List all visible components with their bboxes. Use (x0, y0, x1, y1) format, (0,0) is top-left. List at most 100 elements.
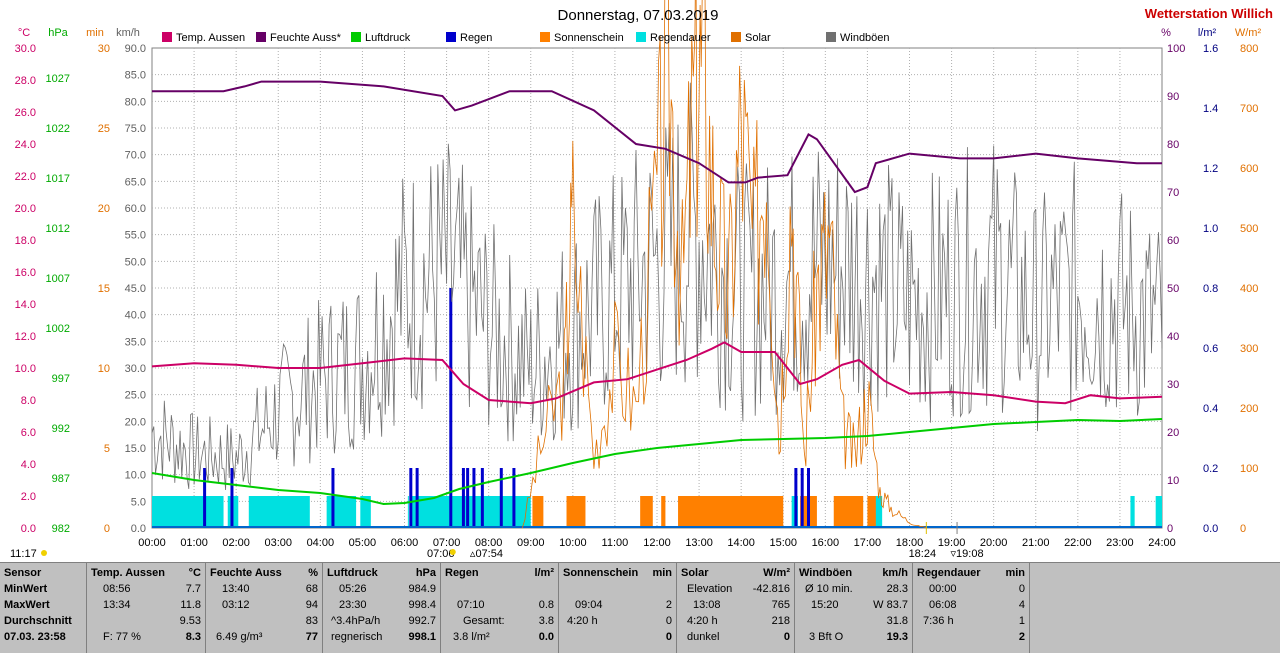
rain-bar (449, 288, 453, 528)
temp-axis-tick: 28.0 (15, 75, 36, 87)
solar-axis-tick: 400 (1240, 283, 1258, 295)
row-label-sensor: Sensor (4, 567, 42, 579)
time-axis-tick: 16:00 (812, 537, 840, 549)
legend-swatch (446, 32, 456, 42)
rain-title: Regen (445, 567, 479, 579)
rain-duration-total: 7:36 h (923, 615, 954, 627)
minutes-axis-tick: 15 (98, 283, 110, 295)
rain-duration-column: Regendauer min 00:00 0 06:08 4 7:36 h 1 2 (913, 563, 1030, 653)
time-axis-tick: 04:00 (307, 537, 335, 549)
time-axis-tick: 18:00 (896, 537, 924, 549)
pressure-max-value: 998.4 (408, 599, 436, 611)
pressure-axis-tick: 992 (52, 423, 70, 435)
temp-axis-tick: 22.0 (15, 171, 36, 183)
rain-axis-unit: l/m² (1198, 27, 1217, 39)
sunshine-bar (678, 496, 784, 528)
sunshine-bar (867, 496, 876, 528)
legend-swatch (162, 32, 172, 42)
wind-axis-tick: 50.0 (125, 256, 146, 268)
pressure-axis-tick: 982 (52, 523, 70, 535)
minutes-axis-tick: 20 (98, 203, 110, 215)
time-axis-tick: 05:00 (349, 537, 377, 549)
dawn-label: ▵07:54 (470, 548, 503, 560)
rain-axis-tick: 0.4 (1203, 403, 1218, 415)
rain-duration-bar (248, 496, 310, 528)
temp-axis-tick: 8.0 (21, 395, 36, 407)
row-label-avg: Durchschnitt (4, 615, 72, 627)
wind-axis-tick: 90.0 (125, 43, 146, 55)
rain-duration-bar (360, 496, 371, 528)
wind-axis-tick: 15.0 (125, 443, 146, 455)
rain-duration-max-time: 06:08 (929, 599, 957, 611)
time-axis-tick: 02:00 (222, 537, 250, 549)
temp-axis-tick: 6.0 (21, 427, 36, 439)
rain-bar (499, 468, 503, 528)
wind-title: Windböen (799, 567, 853, 579)
temp-axis-tick: 12.0 (15, 331, 36, 343)
row-label-max: MaxWert (4, 599, 50, 611)
rain-axis-tick: 0.8 (1203, 283, 1218, 295)
humidity-extra: 6.49 g/m³ (216, 631, 263, 643)
solar-duration: 4:20 h (687, 615, 718, 627)
sunshine-bar (566, 496, 586, 528)
solar-axis-tick: 100 (1240, 463, 1258, 475)
pressure-column: Luftdruck hPa 05:26 984.9 23:30 998.4 ^3.4h… (323, 563, 441, 653)
rain-duration-bar (871, 496, 883, 528)
row-label-min: MinWert (4, 583, 48, 595)
pressure-extra: regnerisch (331, 631, 383, 643)
rain-bar (480, 468, 484, 528)
wind-current: 19.3 (886, 631, 908, 643)
temp-axis-tick: 14.0 (15, 299, 36, 311)
rain-axis-tick: 0.2 (1203, 463, 1218, 475)
temp-axis-tick: 30.0 (15, 43, 36, 55)
minutes-axis-tick: 25 (98, 123, 110, 135)
humidity-max-time: 03:12 (222, 599, 250, 611)
wind-axis-tick: 65.0 (125, 176, 146, 188)
rain-duration-bar (326, 496, 357, 528)
temp-min-value: 7.7 (185, 583, 201, 595)
temp-axis-tick: 20.0 (15, 203, 36, 215)
minutes-axis-tick: 10 (98, 363, 110, 375)
wind-max-time: 15:20 (811, 599, 839, 611)
solar-axis-unit: W/m² (1235, 27, 1262, 39)
rain-duration-max-value: 4 (1018, 599, 1025, 611)
time-axis-tick: 09:00 (517, 537, 545, 549)
rain-duration-current: 2 (1018, 631, 1025, 643)
legend-label: Feuchte Auss* (270, 32, 342, 44)
temp-current: 8.3 (185, 631, 201, 643)
rain-axis-tick: 1.6 (1203, 43, 1218, 55)
pressure-axis-tick: 1027 (46, 73, 70, 85)
rain-bar (409, 468, 413, 528)
temp-axis-tick: 10.0 (15, 363, 36, 375)
dusk-label: ▿19:08 (951, 548, 984, 560)
pressure-title: Luftdruck (327, 567, 378, 579)
humidity-axis-tick: 60 (1167, 235, 1179, 247)
legend-label: Windböen (840, 32, 890, 44)
rain-current: 0.0 (538, 631, 554, 643)
rain-total-label: Gesamt: (463, 615, 505, 627)
humidity-axis-unit: % (1161, 27, 1171, 39)
wind-column: Windböen km/h Ø 10 min. 28.3 15:20 W 83.7 3… (795, 563, 913, 653)
temp-axis-unit: °C (18, 27, 30, 39)
humidity-average: 83 (305, 615, 318, 627)
sunshine-duration: 4:20 h (567, 615, 598, 627)
wind-axis-tick: 70.0 (125, 150, 146, 162)
statistics-table: Sensor MinWert MaxWert Durchschnitt 07.0… (0, 562, 1280, 653)
wind-unit: km/h (882, 567, 908, 579)
time-axis-tick: 12:00 (643, 537, 671, 549)
wind-axis-tick: 35.0 (125, 336, 146, 348)
sunrise-label: 07:06 (427, 548, 455, 560)
wind-ten-min-label: Ø 10 min. (805, 583, 853, 595)
solar-axis-tick: 600 (1240, 163, 1258, 175)
time-axis-tick: 23:00 (1106, 537, 1134, 549)
rain-bar (794, 468, 798, 528)
sunshine-unit: min (652, 567, 672, 579)
line-layer (151, 0, 1163, 534)
row-header-column: Sensor MinWert MaxWert Durchschnitt 07.0… (0, 563, 87, 653)
wind-axis-tick: 20.0 (125, 416, 146, 428)
solar-line (521, 0, 927, 529)
humidity-min-value: 68 (305, 583, 318, 595)
time-axis-tick: 08:00 (475, 537, 503, 549)
time-axis-tick: 24:00 (1148, 537, 1176, 549)
wind-extra: 3 Bft O (809, 631, 844, 643)
